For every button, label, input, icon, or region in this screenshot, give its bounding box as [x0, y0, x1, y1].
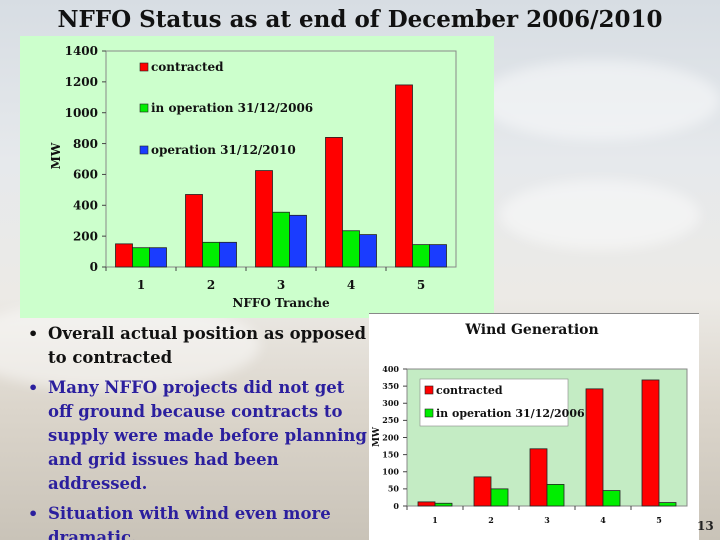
legend-swatch: [139, 145, 149, 155]
bar-contracted: [473, 476, 492, 507]
bullet-text-3: Situation with wind even more dramatic.: [48, 504, 331, 540]
bullet-dot: •: [28, 378, 39, 397]
bar-in-operation-31-12-2006: [342, 230, 360, 268]
bar-operation-31-12-2010: [289, 214, 307, 268]
legend-swatch: [139, 103, 149, 113]
y-tick-label: 400: [382, 364, 399, 374]
y-tick-label: 400: [73, 198, 98, 212]
bar-contracted: [585, 388, 604, 507]
nffo-status-chart: 0 200 400 600 800 1000 1200 1400 MW 1 2 3 4 5 NFFO Tra…: [20, 36, 494, 318]
bullet-text-2: Many NFFO projects did not get off groun…: [48, 378, 367, 493]
bar-operation-31-12-2010: [149, 247, 167, 268]
x-tick-label: 3: [277, 278, 285, 292]
legend-swatch: [424, 408, 434, 418]
bullet-item-3: • Situation with wind even more dramatic…: [28, 502, 373, 540]
x-axis-label: NFFO Tranche: [232, 296, 330, 310]
bullet-text-1: Overall actual position as opposed to co…: [48, 324, 367, 367]
x-tick-label: 1: [137, 278, 145, 292]
y-tick-label: 1200: [65, 75, 98, 89]
x-tick-label: 5: [417, 278, 425, 292]
bullet-item-1: • Overall actual position as opposed to …: [28, 322, 373, 370]
y-tick-label: 0: [90, 260, 98, 274]
bar-in-operation-31-12-2006: [434, 502, 453, 507]
legend-swatch: [424, 385, 434, 395]
y-axis-label: MW: [372, 426, 382, 447]
x-tick-label: 1: [432, 515, 438, 525]
legend-swatch: [139, 62, 149, 72]
bar-operation-31-12-2010: [219, 241, 237, 268]
bar-contracted: [417, 501, 436, 507]
bullet-list: • Overall actual position as opposed to …: [28, 322, 373, 540]
bar-in-operation-31-12-2006: [490, 488, 509, 507]
y-tick-label: 200: [73, 229, 98, 243]
y-tick-label: 0: [393, 501, 399, 511]
bullet-item-2: • Many NFFO projects did not get off gro…: [28, 376, 373, 496]
y-tick-label: 800: [73, 137, 98, 151]
legend-label: in operation 31/12/2006: [436, 407, 585, 420]
x-tick-label: 3: [544, 515, 550, 525]
bar-in-operation-31-12-2006: [546, 484, 565, 507]
x-tick-label: 2: [488, 515, 494, 525]
bar-in-operation-31-12-2006: [132, 247, 150, 268]
slide-title: NFFO Status as at end of December 2006/2…: [57, 6, 663, 33]
bar-in-operation-31-12-2006: [272, 211, 290, 268]
bar-in-operation-31-12-2006: [202, 241, 220, 268]
y-tick-label: 250: [382, 415, 399, 425]
y-tick-label: 350: [382, 381, 399, 391]
page-number: 13: [697, 519, 714, 533]
legend-label: contracted: [436, 384, 503, 397]
bar-contracted: [115, 243, 133, 268]
bar-contracted: [255, 170, 273, 268]
bullet-dot: •: [28, 504, 39, 523]
legend-label: contracted: [151, 60, 224, 74]
x-tick-label: 5: [656, 515, 662, 525]
bar-contracted: [395, 84, 413, 268]
y-tick-label: 50: [388, 484, 400, 494]
wind-generation-chart: 0 50 100 150 200 250 300 350 400 MW 1 2 3 4 5 Wind Gene…: [369, 313, 699, 540]
y-tick-label: 100: [382, 467, 399, 477]
bar-operation-31-12-2010: [359, 234, 377, 268]
y-tick-label: 600: [73, 168, 98, 182]
bar-in-operation-31-12-2006: [658, 502, 677, 507]
chart-title: Wind Generation: [464, 322, 598, 338]
legend-box: [419, 378, 569, 427]
x-tick-label: 2: [207, 278, 215, 292]
bar-in-operation-31-12-2006: [412, 244, 430, 268]
bar-operation-31-12-2010: [429, 244, 447, 268]
legend-label: operation 31/12/2010: [151, 143, 296, 157]
y-tick-label: 300: [382, 398, 399, 408]
bar-in-operation-31-12-2006: [602, 490, 621, 507]
bar-contracted: [641, 379, 660, 507]
y-tick-label: 200: [382, 432, 399, 442]
legend-label: in operation 31/12/2006: [151, 101, 313, 115]
bullet-dot: •: [28, 324, 39, 343]
bar-contracted: [325, 137, 343, 268]
x-tick-label: 4: [600, 515, 606, 525]
bar-contracted: [185, 194, 203, 268]
y-tick-label: 150: [382, 449, 399, 459]
y-tick-label: 1000: [65, 106, 98, 120]
y-tick-label: 1400: [65, 44, 98, 58]
y-axis-label: MW: [49, 142, 63, 169]
x-tick-label: 4: [347, 278, 355, 292]
bar-contracted: [529, 448, 548, 507]
